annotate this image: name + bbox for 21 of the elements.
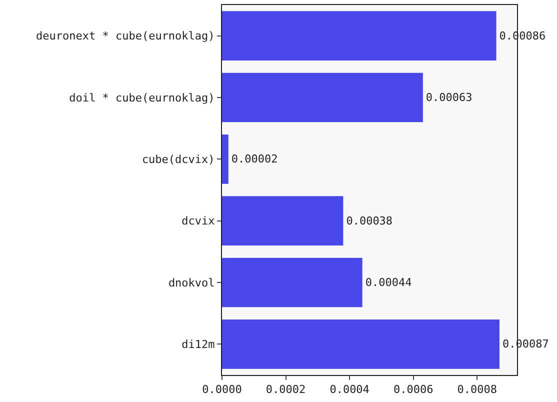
data-label: 0.00002 bbox=[231, 152, 278, 166]
bar bbox=[222, 11, 496, 60]
y-tick-label: di12m bbox=[182, 338, 216, 352]
bar bbox=[222, 258, 362, 308]
x-tick-label: 0.0008 bbox=[457, 383, 498, 396]
data-label: 0.00063 bbox=[426, 91, 472, 104]
bar bbox=[222, 134, 228, 184]
y-tick-label: doil * cube(eurnoklag) bbox=[69, 91, 215, 104]
data-label: 0.00038 bbox=[346, 214, 393, 228]
x-tick-label: 0.0006 bbox=[393, 383, 434, 396]
data-label: 0.00044 bbox=[365, 276, 412, 289]
bar bbox=[222, 320, 500, 369]
x-tick-label: 0.0000 bbox=[202, 383, 242, 396]
y-tick-label: dcvix bbox=[182, 214, 216, 228]
bar bbox=[222, 72, 423, 122]
y-tick-label: dnokvol bbox=[168, 276, 215, 290]
bar bbox=[222, 196, 344, 246]
y-tick-label: cube(dcvix) bbox=[142, 153, 215, 166]
y-tick-label: deuronext * cube(eurnoklag) bbox=[36, 30, 215, 43]
x-tick-label: 0.0002 bbox=[266, 383, 306, 396]
x-tick-label: 0.0004 bbox=[330, 383, 370, 396]
